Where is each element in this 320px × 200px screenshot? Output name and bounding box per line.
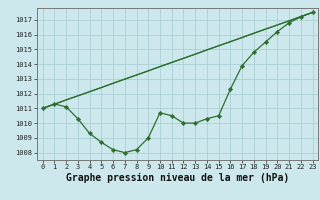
X-axis label: Graphe pression niveau de la mer (hPa): Graphe pression niveau de la mer (hPa) — [66, 173, 289, 183]
